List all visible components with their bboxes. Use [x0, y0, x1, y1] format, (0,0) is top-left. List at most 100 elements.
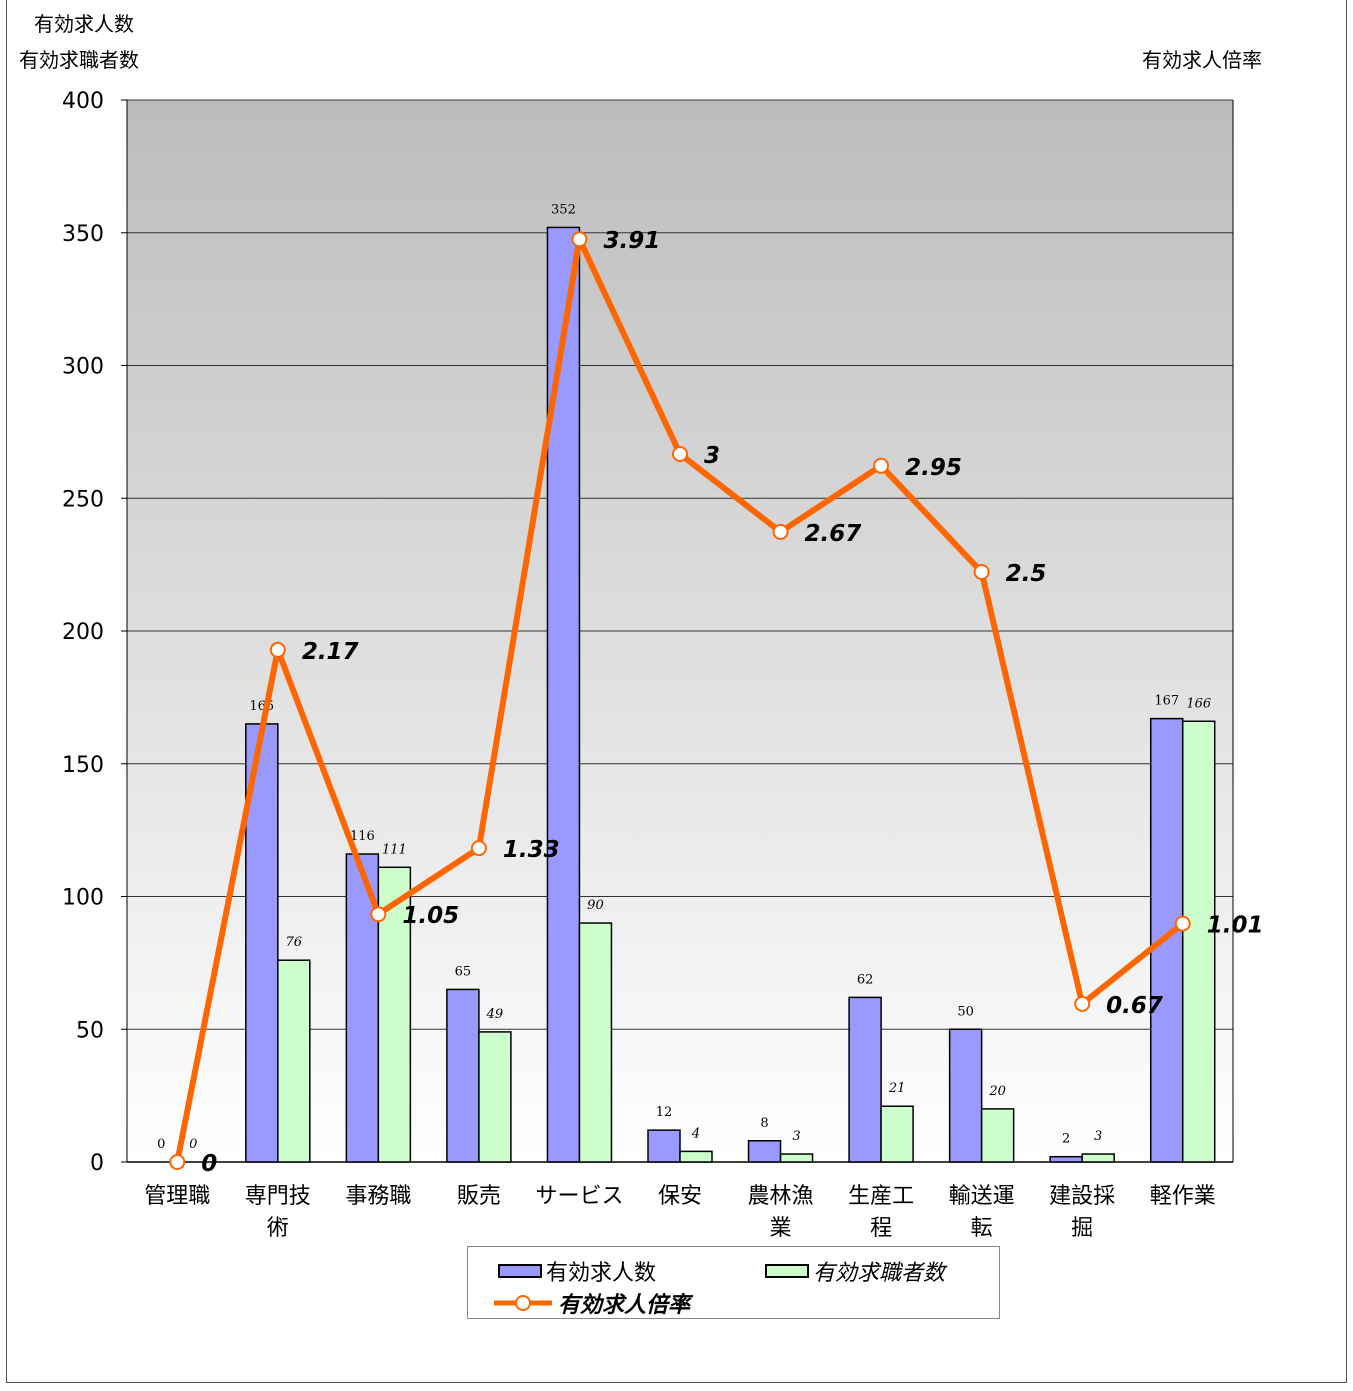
x-tick-label: 事務職 — [345, 1184, 411, 1209]
ratio-label: 1.33 — [503, 837, 560, 863]
bar-job-seekers — [277, 959, 311, 1163]
x-tick-label: 販売 — [457, 1184, 501, 1209]
x-tick-label: 専門技 — [245, 1184, 311, 1209]
ratio-label: 3.91 — [603, 228, 660, 254]
data-label-job-seekers: 0 — [189, 1137, 197, 1152]
x-tick-label: 術 — [267, 1216, 289, 1241]
x-tick-label: 輸送運 — [949, 1184, 1015, 1209]
ratio-label: 2.17 — [302, 639, 359, 665]
bar-job-openings — [1049, 1155, 1083, 1163]
legend-swatch-job-seekers — [765, 1264, 809, 1278]
ratio-point — [1174, 915, 1191, 932]
data-label-job-seekers: 90 — [587, 898, 604, 913]
chart-frame — [6, 0, 1347, 1383]
x-tick-label: サービス — [535, 1184, 623, 1209]
ratio-point — [470, 840, 487, 857]
data-label-job-openings: 0 — [157, 1137, 165, 1152]
ratio-label: 2.67 — [805, 521, 862, 547]
data-label-job-openings: 65 — [455, 964, 472, 979]
data-label-job-seekers: 3 — [1094, 1129, 1102, 1144]
bar-job-openings — [647, 1129, 681, 1163]
legend-swatch-job-openings — [498, 1264, 542, 1278]
y-tick-label: 400 — [62, 89, 104, 114]
ratio-label: 2.95 — [905, 455, 962, 481]
data-label-job-seekers: 166 — [1186, 696, 1211, 711]
x-tick-label: 生産工 — [848, 1184, 914, 1209]
data-label-job-seekers: 4 — [691, 1126, 700, 1141]
bar-job-openings — [747, 1140, 782, 1163]
legend-swatch-ratio — [494, 1295, 552, 1311]
x-tick-label: 農林漁 — [748, 1184, 814, 1209]
ratio-point — [873, 457, 890, 474]
ratio-point — [269, 641, 286, 658]
y-tick-label: 150 — [62, 753, 104, 778]
data-label-job-seekers: 49 — [486, 1007, 504, 1022]
data-label-job-openings: 50 — [957, 1004, 974, 1019]
x-tick-label: 管理職 — [144, 1184, 210, 1209]
bar-job-openings — [1149, 717, 1184, 1163]
bar-job-seekers — [578, 922, 613, 1163]
ratio-point — [571, 231, 588, 248]
data-label-job-openings: 8 — [760, 1116, 768, 1131]
ratio-label: 0.67 — [1106, 993, 1163, 1019]
ratio-label: 1.01 — [1207, 913, 1264, 939]
data-label-job-seekers: 76 — [286, 935, 303, 950]
legend-label-ratio: 有効求人倍率 — [558, 1293, 691, 1318]
x-tick-label: 軽作業 — [1150, 1184, 1216, 1209]
y-tick-label: 300 — [62, 355, 104, 380]
y-tick-label: 50 — [76, 1018, 104, 1043]
bar-job-openings — [546, 226, 581, 1163]
data-label-job-seekers: 21 — [888, 1081, 906, 1096]
legend-item-job-openings: 有効求人数 — [498, 1255, 656, 1287]
bar-job-seekers — [679, 1150, 713, 1163]
ratio-point — [370, 906, 387, 923]
data-label-job-seekers: 20 — [988, 1084, 1006, 1099]
x-tick-label: 程 — [870, 1216, 892, 1241]
x-tick-label: 掘 — [1071, 1216, 1093, 1241]
bar-job-seekers — [478, 1031, 512, 1163]
bar-job-openings — [446, 988, 480, 1163]
data-label-job-openings: 116 — [350, 829, 375, 844]
data-label-job-seekers: 3 — [792, 1129, 800, 1144]
bar-job-seekers — [1081, 1153, 1115, 1163]
y-tick-label: 0 — [90, 1151, 104, 1176]
y-tick-label: 200 — [62, 620, 104, 645]
bar-job-openings — [848, 996, 882, 1163]
legend-item-ratio: 有効求人倍率 — [492, 1287, 690, 1319]
ratio-point — [1074, 995, 1091, 1012]
x-tick-label: 転 — [971, 1216, 993, 1241]
legend-label-job-openings: 有効求人数 — [546, 1261, 657, 1286]
x-tick-label: 業 — [770, 1216, 792, 1241]
legend: 有効求人数 有効求職者数 有効求人倍率 — [467, 1246, 1000, 1319]
data-label-job-openings: 352 — [551, 202, 576, 217]
right-axis-title: 有効求人倍率 — [1142, 48, 1262, 72]
data-label-job-openings: 12 — [656, 1105, 673, 1120]
ratio-point — [973, 564, 990, 580]
bar-job-openings — [948, 1028, 983, 1163]
ratio-point — [772, 523, 789, 540]
data-label-job-openings: 62 — [857, 972, 874, 987]
data-label-job-openings: 2 — [1062, 1132, 1070, 1147]
data-label-job-openings: 167 — [1154, 694, 1179, 709]
y-tick-label: 350 — [62, 222, 104, 247]
bar-job-seekers — [880, 1105, 914, 1163]
y-tick-label: 250 — [62, 487, 104, 512]
left-axis-title-line2: 有効求職者数 — [19, 48, 139, 72]
legend-item-job-seekers: 有効求職者数 — [765, 1255, 945, 1287]
ratio-label: 1.05 — [402, 903, 459, 929]
bar-job-seekers — [1181, 720, 1216, 1163]
y-tick-label: 100 — [62, 886, 104, 911]
data-label-job-seekers: 111 — [382, 842, 407, 857]
ratio-label: 2.5 — [1006, 561, 1047, 587]
ratio-point — [672, 446, 688, 462]
left-axis-title-line1: 有効求人数 — [34, 12, 134, 36]
ratio-label: 3 — [704, 443, 720, 469]
bar-job-seekers — [980, 1108, 1015, 1163]
x-tick-label: 保安 — [658, 1184, 702, 1209]
ratio-label: 0 — [201, 1151, 217, 1177]
legend-label-job-seekers: 有効求職者数 — [813, 1261, 946, 1286]
x-tick-label: 建設採 — [1049, 1184, 1115, 1209]
ratio-point — [169, 1154, 186, 1170]
bar-job-seekers — [779, 1153, 814, 1163]
